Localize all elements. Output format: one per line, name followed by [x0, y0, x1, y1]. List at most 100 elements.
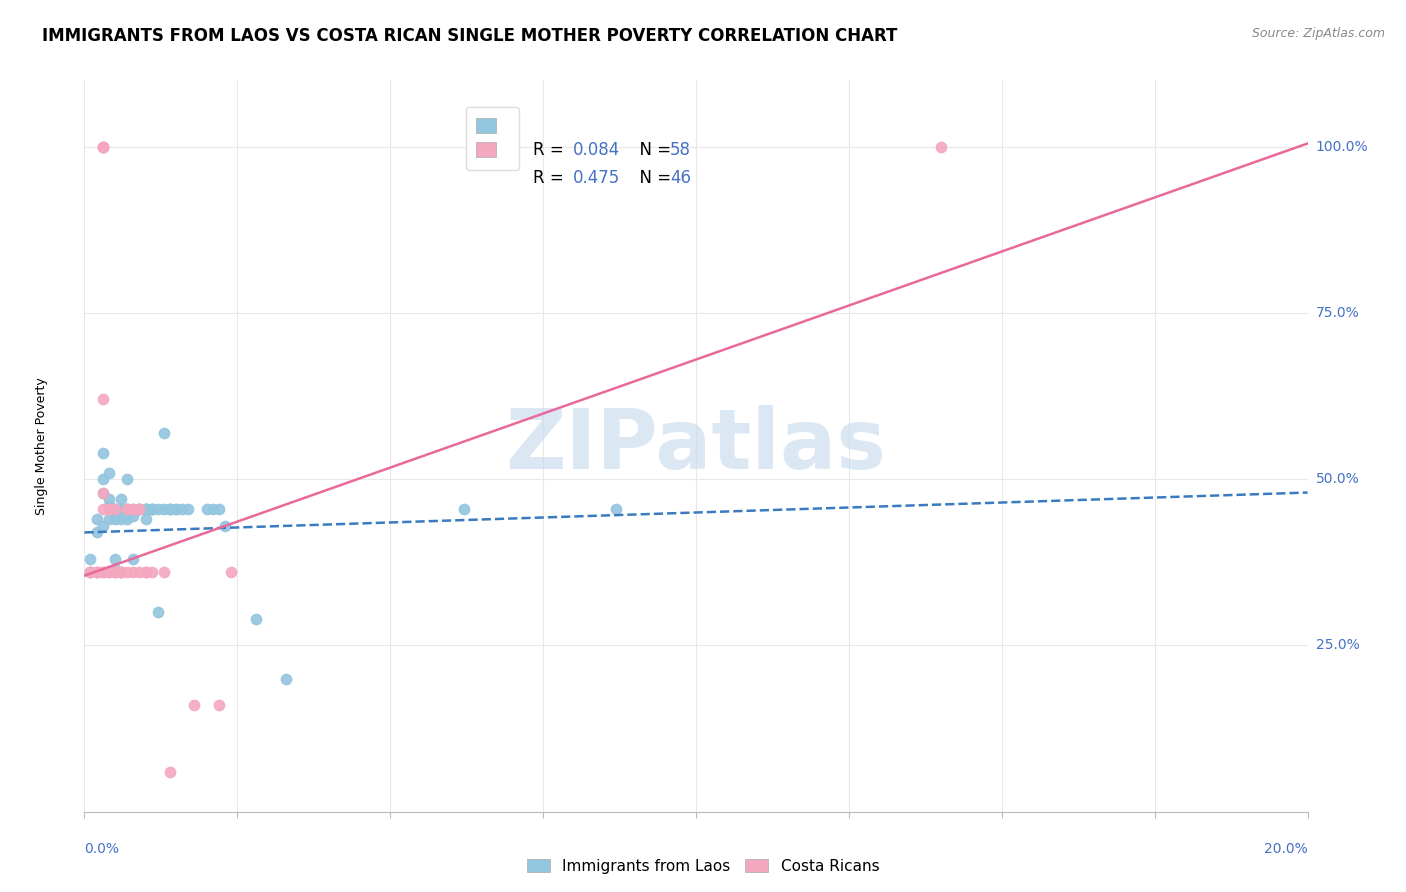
Point — [97, 512, 120, 526]
Point — [91, 140, 114, 154]
Point — [91, 485, 114, 500]
Point — [97, 502, 120, 516]
Point — [128, 502, 150, 516]
Point — [104, 566, 127, 580]
Text: N =: N = — [628, 141, 676, 159]
Point — [153, 566, 176, 580]
Point — [135, 512, 157, 526]
Point — [146, 502, 169, 516]
Point — [110, 566, 132, 580]
Point — [104, 512, 127, 526]
Point — [104, 566, 127, 580]
Point — [128, 502, 150, 516]
Point — [208, 698, 231, 713]
Point — [201, 502, 224, 516]
Point — [141, 502, 163, 516]
Point — [165, 502, 187, 516]
Point — [104, 502, 127, 516]
Point — [79, 566, 101, 580]
Point — [122, 552, 145, 566]
Text: N =: N = — [628, 169, 676, 186]
Point — [122, 502, 145, 516]
Point — [208, 502, 231, 516]
Point — [86, 566, 108, 580]
Point — [86, 525, 108, 540]
Point — [183, 698, 205, 713]
Text: 75.0%: 75.0% — [1316, 306, 1360, 320]
Text: 0.475: 0.475 — [572, 169, 620, 186]
Text: 100.0%: 100.0% — [1316, 140, 1368, 153]
Point — [128, 502, 150, 516]
Point — [97, 566, 120, 580]
Point — [115, 472, 138, 486]
Point — [104, 502, 127, 516]
Point — [91, 485, 114, 500]
Point — [128, 502, 150, 516]
Point — [929, 140, 952, 154]
Point — [86, 566, 108, 580]
Point — [135, 502, 157, 516]
Point — [135, 566, 157, 580]
Point — [115, 566, 138, 580]
Point — [97, 492, 120, 507]
Point — [79, 566, 101, 580]
Point — [165, 502, 187, 516]
Point — [159, 502, 181, 516]
Text: 25.0%: 25.0% — [1316, 639, 1360, 652]
Text: 0.084: 0.084 — [572, 141, 620, 159]
Point — [110, 566, 132, 580]
Text: R =: R = — [533, 169, 569, 186]
Point — [91, 140, 114, 154]
Point — [135, 566, 157, 580]
Point — [110, 502, 132, 516]
Point — [115, 512, 138, 526]
Point — [104, 562, 127, 576]
Text: 0.0%: 0.0% — [84, 842, 120, 856]
Point — [104, 552, 127, 566]
Text: ZIPatlas: ZIPatlas — [506, 406, 886, 486]
Point — [195, 502, 218, 516]
Point — [605, 502, 627, 516]
Point — [91, 566, 114, 580]
Text: 58: 58 — [669, 141, 690, 159]
Point — [135, 502, 157, 516]
Text: 20.0%: 20.0% — [1264, 842, 1308, 856]
Point — [79, 552, 101, 566]
Text: 50.0%: 50.0% — [1316, 472, 1360, 486]
Point — [172, 502, 194, 516]
Point — [91, 392, 114, 407]
Point — [128, 502, 150, 516]
Point — [122, 502, 145, 516]
Text: R =: R = — [533, 141, 569, 159]
Point — [91, 518, 114, 533]
Point — [122, 508, 145, 523]
Text: Single Mother Poverty: Single Mother Poverty — [35, 377, 48, 515]
Point — [91, 472, 114, 486]
Point — [135, 502, 157, 516]
Point — [146, 605, 169, 619]
Point — [91, 140, 114, 154]
Point — [159, 502, 181, 516]
Point — [135, 502, 157, 516]
Point — [91, 445, 114, 459]
Text: Source: ZipAtlas.com: Source: ZipAtlas.com — [1251, 27, 1385, 40]
Point — [219, 566, 242, 580]
Point — [153, 425, 176, 440]
Point — [79, 566, 101, 580]
Point — [115, 502, 138, 516]
Point — [110, 566, 132, 580]
Text: 46: 46 — [669, 169, 690, 186]
Point — [159, 764, 181, 779]
Point — [97, 499, 120, 513]
Point — [97, 566, 120, 580]
Point — [115, 502, 138, 516]
Text: IMMIGRANTS FROM LAOS VS COSTA RICAN SINGLE MOTHER POVERTY CORRELATION CHART: IMMIGRANTS FROM LAOS VS COSTA RICAN SING… — [42, 27, 897, 45]
Point — [122, 566, 145, 580]
Point — [110, 492, 132, 507]
Legend: Immigrants from Laos, Costa Ricans: Immigrants from Laos, Costa Ricans — [520, 853, 886, 880]
Point — [86, 566, 108, 580]
Point — [128, 566, 150, 580]
Point — [91, 566, 114, 580]
Point — [110, 566, 132, 580]
Point — [153, 502, 176, 516]
